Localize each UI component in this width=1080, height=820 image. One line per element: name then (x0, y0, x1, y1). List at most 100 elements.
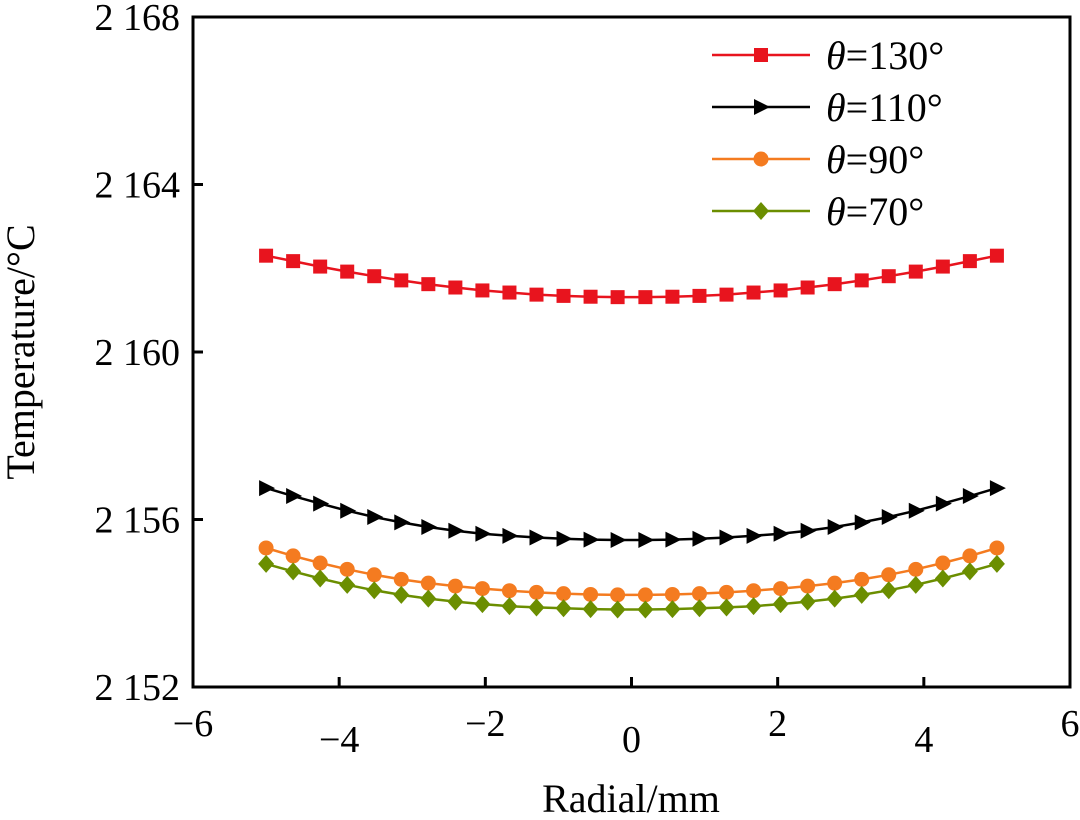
data-point (935, 259, 950, 274)
x-tick-label: −4 (319, 719, 359, 761)
data-point (394, 273, 409, 288)
data-point (340, 502, 357, 519)
data-point (447, 578, 463, 594)
tick-labels-layer: −6 −4 −2 0 2 4 6 2 152 2 156 2 160 2 164 2 168 (95, 0, 1080, 761)
legend-marker (753, 151, 769, 167)
data-point (638, 532, 655, 549)
legend-symbol: θ (826, 189, 846, 234)
data-point (366, 581, 383, 600)
plot-frame (191, 15, 1072, 689)
x-tick-label: 6 (1061, 703, 1080, 745)
data-point (800, 280, 815, 295)
data-point (772, 595, 789, 614)
x-tick-label: −6 (173, 703, 213, 745)
data-point (610, 532, 627, 549)
data-point (773, 283, 788, 298)
data-point (528, 584, 544, 600)
legend-marker (754, 48, 768, 62)
data-point (421, 519, 438, 536)
legend-symbol: θ (826, 137, 846, 182)
series-3 (258, 554, 1005, 619)
legend: θ=130°θ=110°θ=90°θ=70° (712, 33, 944, 234)
series-layer (258, 248, 1006, 619)
data-point (502, 527, 519, 544)
data-point (800, 522, 817, 539)
legend-value: =130° (846, 33, 945, 78)
data-point (719, 287, 734, 302)
data-point (664, 586, 680, 602)
data-point (555, 599, 572, 618)
data-point (286, 254, 301, 269)
data-point (908, 502, 925, 519)
data-point (962, 548, 978, 564)
data-point (692, 288, 707, 303)
data-point (746, 285, 761, 300)
data-point (313, 259, 328, 274)
data-point (610, 587, 626, 603)
data-point (826, 589, 843, 608)
data-point (556, 586, 572, 602)
series-2 (258, 540, 1005, 603)
data-point (746, 583, 762, 599)
data-point (854, 273, 869, 288)
data-point (367, 269, 382, 284)
legend-label: θ=110° (826, 85, 943, 130)
data-point (610, 290, 625, 305)
data-point (907, 575, 924, 594)
data-point (881, 508, 898, 525)
data-point (935, 555, 951, 571)
data-point (989, 480, 1006, 497)
data-point (881, 567, 897, 583)
data-point (474, 581, 490, 597)
data-point (637, 600, 654, 619)
data-point (475, 525, 492, 542)
data-point (339, 561, 355, 577)
data-point (664, 600, 681, 619)
series-line (265, 546, 998, 597)
legend-value: =70° (846, 189, 925, 234)
data-point (285, 562, 302, 581)
data-point (934, 569, 951, 588)
data-point (367, 508, 384, 525)
y-axis-title: Temperature/°C (0, 224, 43, 479)
data-point (286, 488, 303, 505)
data-point (935, 495, 952, 512)
data-point (394, 514, 411, 531)
data-point (258, 540, 274, 556)
legend-value: =90° (846, 137, 925, 182)
data-point (393, 571, 409, 587)
legend-label: θ=130° (826, 33, 944, 78)
data-point (745, 597, 762, 616)
data-point (989, 540, 1005, 556)
y-tick-label: 2 152 (95, 667, 181, 709)
data-point (908, 561, 924, 577)
x-tick-label: 2 (768, 703, 787, 745)
data-point (502, 285, 517, 300)
legend-marker (754, 99, 770, 115)
data-point (692, 530, 709, 547)
data-point (637, 587, 653, 603)
legend-label: θ=90° (826, 137, 924, 182)
data-point (880, 581, 897, 600)
data-point (908, 264, 923, 279)
data-point (583, 289, 598, 304)
series-1 (259, 480, 1006, 549)
data-point (475, 283, 490, 298)
data-point (583, 586, 599, 602)
legend-value: =110° (846, 85, 943, 130)
series-line (265, 254, 998, 299)
x-axis-title: Radial/mm (542, 776, 720, 820)
data-point (854, 571, 870, 587)
data-point (854, 514, 871, 531)
data-point (420, 575, 436, 591)
data-point (474, 595, 491, 614)
data-point (719, 584, 735, 600)
data-point (800, 578, 816, 594)
data-point (665, 531, 682, 548)
data-point (312, 555, 328, 571)
data-point (962, 488, 979, 505)
data-point (528, 598, 545, 617)
data-point (773, 581, 789, 597)
data-point (420, 589, 437, 608)
legend-symbol: θ (826, 33, 846, 78)
